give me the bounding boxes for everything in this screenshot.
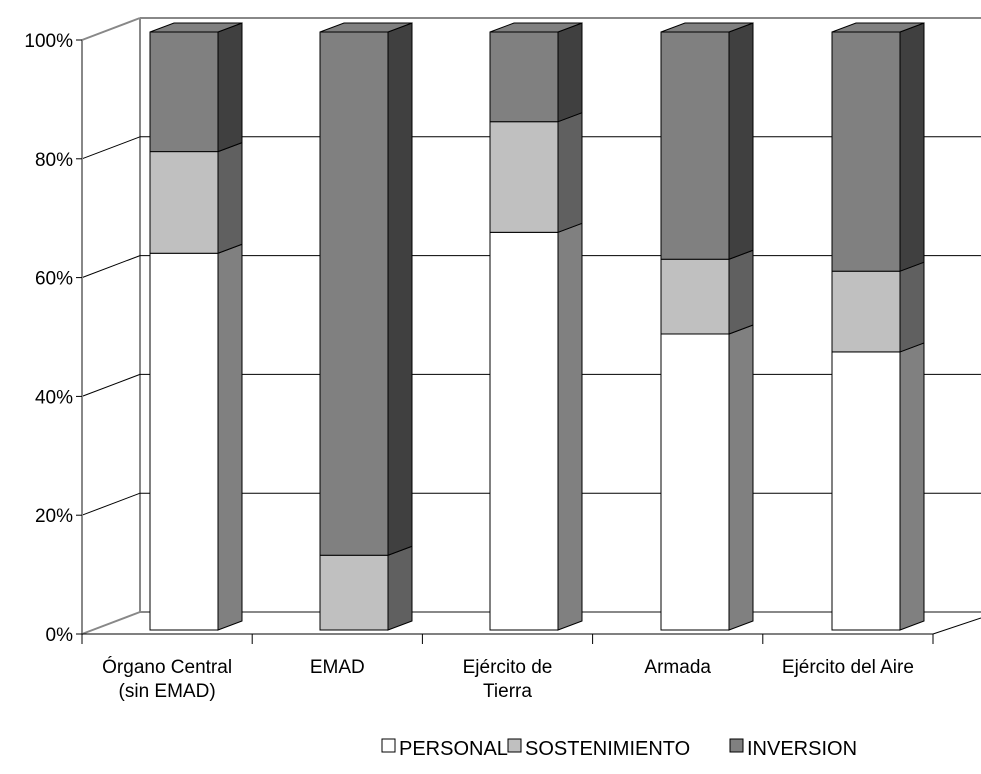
bar-segment-personal-4 <box>831 342 925 631</box>
bar-front-face <box>660 258 730 335</box>
y-tick-label-1: 20% <box>35 506 73 527</box>
floor-left-edge <box>81 611 141 635</box>
bar-side-face <box>217 141 243 254</box>
y-tick-label-4: 80% <box>35 150 73 171</box>
y-tick-label-2: 40% <box>35 387 73 408</box>
bar-segment-sostenimiento-3 <box>660 249 754 335</box>
bar-front-face <box>319 31 389 556</box>
bar-front-face <box>149 151 219 254</box>
x-tick-label-2: Ejército de Tierra <box>463 657 553 702</box>
legend-item-sostenimiento: SOSTENIMIENTO <box>507 738 690 760</box>
y-axis-tick-labels: 0% 20% 40% 60% 80% 100% <box>24 31 73 646</box>
bar-side-face <box>387 545 413 631</box>
bar-top-face-4 <box>831 22 925 33</box>
x-axis-tick-labels: Órgano Central (sin EMAD) EMAD Ejército de T… <box>102 656 914 702</box>
bar-side-face <box>217 243 243 631</box>
bar-segment-inversion-4 <box>831 22 925 272</box>
side-wall-top-edge <box>81 17 141 41</box>
bar-segment-sostenimiento-0 <box>149 141 243 254</box>
legend-label: PERSONAL <box>399 738 508 760</box>
bar-side-face <box>728 249 754 335</box>
legend-item-inversion: INVERSION <box>729 738 857 760</box>
bar-side-face <box>217 22 243 153</box>
gridline-side-2 <box>81 373 141 397</box>
legend: PERSONAL SOSTENIMIENTO INVERSION <box>381 738 857 760</box>
bar-side-face <box>899 342 925 631</box>
bar-side-face <box>728 22 754 260</box>
bar-side-face <box>387 22 413 556</box>
gridline-side-4 <box>81 136 141 160</box>
bar-segment-inversion-3 <box>660 22 754 260</box>
bar-front-face <box>149 31 219 153</box>
x-tick-label-1: EMAD <box>310 657 365 678</box>
legend-label: INVERSION <box>747 738 857 760</box>
bar-front-face <box>319 554 389 631</box>
bar-front-face <box>831 351 901 631</box>
bar-top-face-3 <box>660 22 754 33</box>
legend-label: SOSTENIMIENTO <box>525 738 690 760</box>
bar-front-face <box>660 31 730 260</box>
bar-segment-personal-0 <box>149 243 243 631</box>
bar-segment-inversion-2 <box>489 22 583 123</box>
legend-item-personal: PERSONAL <box>381 738 508 760</box>
bar-top-face-0 <box>149 22 243 33</box>
bar-segment-sostenimiento-2 <box>489 111 583 234</box>
bar-side-face <box>557 111 583 234</box>
y-tick-label-0: 0% <box>46 625 74 646</box>
bars <box>149 22 925 631</box>
bar-side-face <box>899 22 925 272</box>
axes <box>76 39 934 644</box>
x-tick-label-4: Ejército del Aire <box>782 657 914 678</box>
bar-top-face-2 <box>489 22 583 33</box>
bar-side-face <box>728 324 754 631</box>
bar-top-face-1 <box>319 22 413 33</box>
legend-swatch <box>381 738 396 753</box>
legend-swatch <box>507 738 522 753</box>
legend-swatch <box>729 738 744 753</box>
bar-front-face <box>149 252 219 631</box>
bar-side-face <box>899 261 925 353</box>
x-tick-label-0: Órgano Central (sin EMAD) <box>102 656 232 702</box>
bar-segment-personal-3 <box>660 324 754 631</box>
bar-front-face <box>489 121 559 233</box>
bar-front-face <box>831 270 901 353</box>
bar-segment-sostenimiento-1 <box>319 545 413 631</box>
bar-segment-inversion-1 <box>319 22 413 556</box>
bar-segment-inversion-0 <box>149 22 243 153</box>
y-tick-label-5: 100% <box>24 31 73 52</box>
bar-front-face <box>831 31 901 272</box>
bar-front-face <box>489 231 559 631</box>
bar-side-face <box>557 22 583 123</box>
bar-segment-personal-2 <box>489 222 583 631</box>
gridline-side-3 <box>81 255 141 279</box>
bar-front-face <box>660 333 730 631</box>
floor-right-edge <box>932 617 981 635</box>
gridline-side-1 <box>81 492 141 516</box>
x-tick-label-3: Armada <box>644 657 711 678</box>
bar-side-face <box>557 222 583 631</box>
bar-segment-sostenimiento-4 <box>831 261 925 353</box>
y-tick-label-3: 60% <box>35 269 73 290</box>
bar-front-face <box>489 31 559 123</box>
